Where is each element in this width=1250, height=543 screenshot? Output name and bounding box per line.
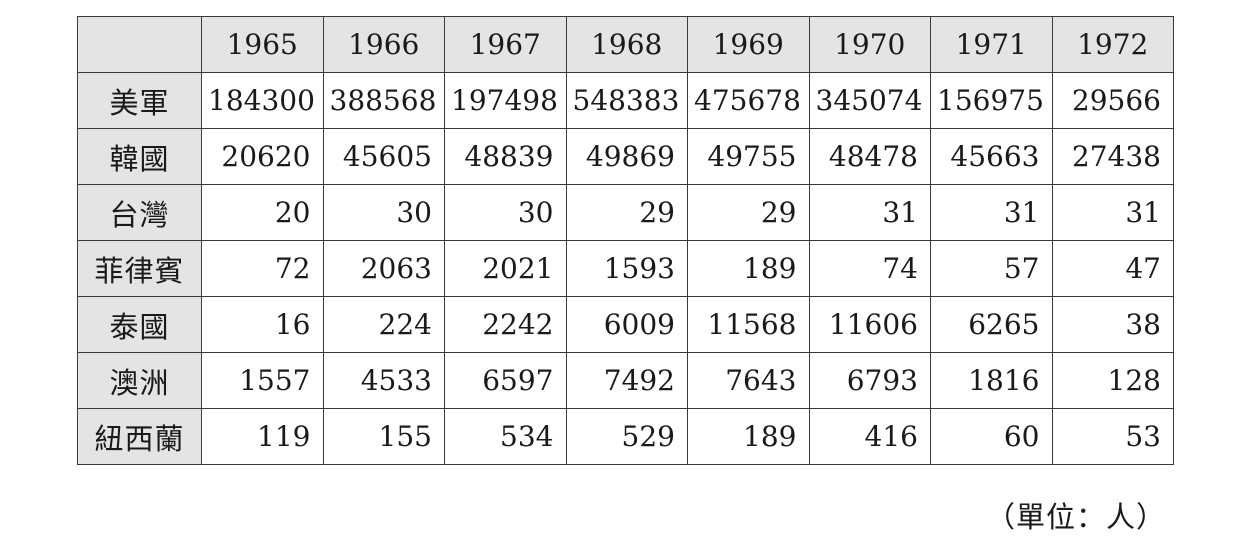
- table-header-row: 1965 1966 1967 1968 1969 1970 1971 1972: [77, 16, 1174, 73]
- table-cell: 72: [201, 240, 324, 297]
- column-header: 1967: [444, 16, 567, 73]
- row-header: 韓國: [77, 128, 202, 185]
- table-cell: 53: [1051, 408, 1174, 465]
- row-header: 泰國: [77, 296, 202, 353]
- table-cell: 2063: [322, 240, 445, 297]
- unit-note: （單位：人）: [985, 500, 1166, 534]
- table-row: 台灣 20 30 30 29 29 31 31 31: [77, 184, 1174, 241]
- table-cell: 1593: [565, 240, 688, 297]
- table-cell: 184300: [201, 72, 324, 129]
- table-row: 美軍 184300 388568 197498 548383 475678 34…: [77, 72, 1174, 129]
- table-cell: 416: [808, 408, 931, 465]
- table-cell: 30: [322, 184, 445, 241]
- table-cell: 189: [687, 240, 810, 297]
- column-header: 1971: [930, 16, 1053, 73]
- row-header: 菲律賓: [77, 240, 202, 297]
- table-cell: 29: [687, 184, 810, 241]
- table-cell: 534: [444, 408, 567, 465]
- table-cell: 6009: [565, 296, 688, 353]
- table-cell: 529: [565, 408, 688, 465]
- table-cell: 31: [930, 184, 1053, 241]
- table-cell: 38: [1051, 296, 1174, 353]
- table-cell: 155: [322, 408, 445, 465]
- table-cell: 57: [930, 240, 1053, 297]
- table-cell: 20: [201, 184, 324, 241]
- table-cell: 74: [808, 240, 931, 297]
- table-cell: 6793: [808, 352, 931, 409]
- table-cell: 388568: [322, 72, 445, 129]
- table-cell: 29: [565, 184, 688, 241]
- row-header: 美軍: [77, 72, 202, 129]
- troop-table: 1965 1966 1967 1968 1969 1970 1971 1972 …: [77, 16, 1174, 465]
- table-cell: 7492: [565, 352, 688, 409]
- table-cell: 345074: [808, 72, 931, 129]
- table-cell: 2242: [444, 296, 567, 353]
- row-header: 紐西蘭: [77, 408, 202, 465]
- table-cell: 224: [322, 296, 445, 353]
- table-cell: 6265: [930, 296, 1053, 353]
- table-cell: 11568: [687, 296, 810, 353]
- table-cell: 1557: [201, 352, 324, 409]
- table-cell: 49755: [687, 128, 810, 185]
- troop-table-container: 1965 1966 1967 1968 1969 1970 1971 1972 …: [77, 16, 1174, 465]
- table-cell: 128: [1051, 352, 1174, 409]
- table-cell: 45663: [930, 128, 1053, 185]
- column-header: 1969: [687, 16, 810, 73]
- column-header: 1965: [201, 16, 324, 73]
- table-cell: 30: [444, 184, 567, 241]
- table-cell: 48478: [808, 128, 931, 185]
- table-cell: 29566: [1051, 72, 1174, 129]
- table-cell: 6597: [444, 352, 567, 409]
- table-cell: 4533: [322, 352, 445, 409]
- table-row: 泰國 16 224 2242 6009 11568 11606 6265 38: [77, 296, 1174, 353]
- table-cell: 2021: [444, 240, 567, 297]
- table-cell: 31: [1051, 184, 1174, 241]
- table-cell: 189: [687, 408, 810, 465]
- column-header: 1966: [322, 16, 445, 73]
- table-row: 紐西蘭 119 155 534 529 189 416 60 53: [77, 408, 1174, 465]
- corner-cell: [77, 16, 202, 73]
- table-row: 菲律賓 72 2063 2021 1593 189 74 57 47: [77, 240, 1174, 297]
- row-header: 台灣: [77, 184, 202, 241]
- table-cell: 49869: [565, 128, 688, 185]
- table-cell: 548383: [565, 72, 688, 129]
- table-row: 韓國 20620 45605 48839 49869 49755 48478 4…: [77, 128, 1174, 185]
- table-cell: 20620: [201, 128, 324, 185]
- table-cell: 48839: [444, 128, 567, 185]
- table-cell: 7643: [687, 352, 810, 409]
- table-cell: 31: [808, 184, 931, 241]
- table-cell: 475678: [687, 72, 810, 129]
- column-header: 1970: [808, 16, 931, 73]
- table-cell: 45605: [322, 128, 445, 185]
- column-header: 1968: [565, 16, 688, 73]
- table-cell: 60: [930, 408, 1053, 465]
- table-cell: 119: [201, 408, 324, 465]
- table-cell: 16: [201, 296, 324, 353]
- row-header: 澳洲: [77, 352, 202, 409]
- table-cell: 47: [1051, 240, 1174, 297]
- table-row: 澳洲 1557 4533 6597 7492 7643 6793 1816 12…: [77, 352, 1174, 409]
- table-cell: 156975: [930, 72, 1053, 129]
- table-cell: 11606: [808, 296, 931, 353]
- column-header: 1972: [1051, 16, 1174, 73]
- table-cell: 1816: [930, 352, 1053, 409]
- table-cell: 27438: [1051, 128, 1174, 185]
- table-cell: 197498: [444, 72, 567, 129]
